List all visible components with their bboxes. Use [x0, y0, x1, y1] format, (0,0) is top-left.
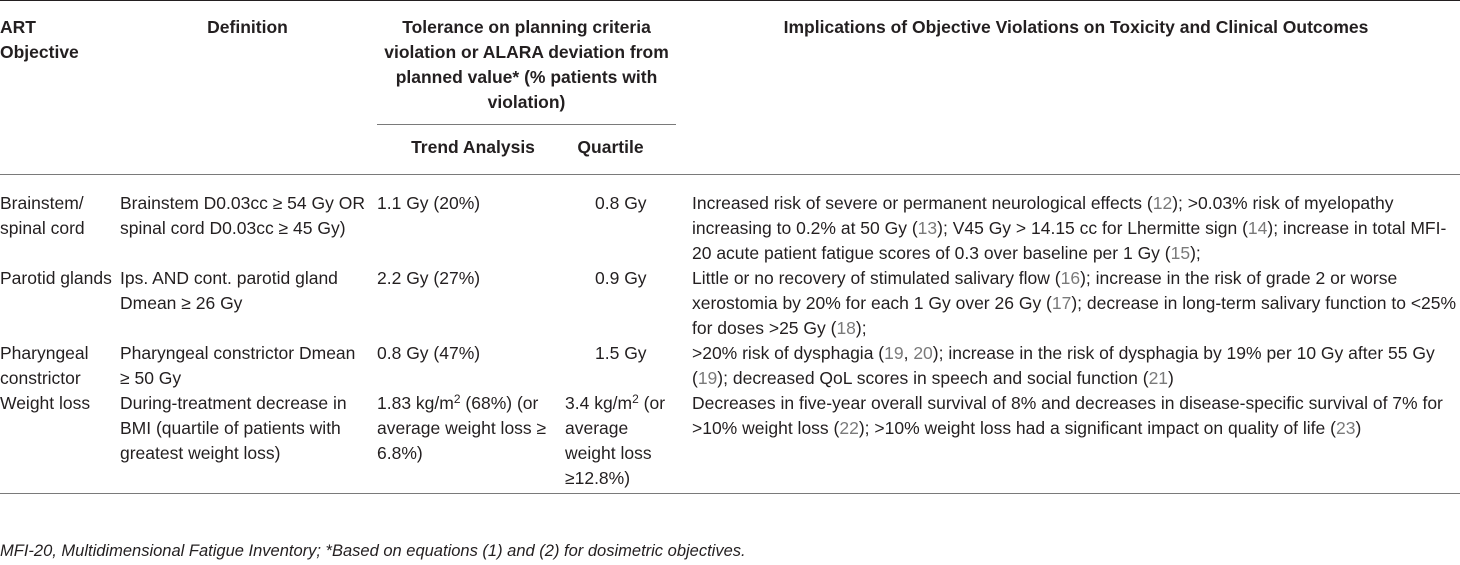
- trend-cell: 1.1 Gy (20%): [377, 193, 481, 213]
- reference-link[interactable]: 16: [1060, 268, 1081, 288]
- implication-text: ); >0.03% risk of myelopathy increasing …: [692, 193, 1394, 238]
- objective-cell: Weight loss: [0, 393, 91, 413]
- implication-text: Little or no recovery of stimulated sali…: [692, 268, 1061, 288]
- quartile-cell: 1.5 Gy: [595, 343, 647, 363]
- implication-text: ); V45 Gy > 14.15 cc for Lhermitte sign …: [937, 218, 1248, 238]
- table-row: Pharyngeal constrictor Pharyngeal constr…: [0, 341, 1460, 391]
- quartile-cell: 0.8 Gy: [595, 193, 647, 213]
- implications-cell: Little or no recovery of stimulated sali…: [692, 266, 1460, 341]
- reference-link[interactable]: 20: [913, 343, 933, 363]
- header-implications: Implications of Objective Violations on …: [783, 17, 1369, 37]
- reference-link[interactable]: 22: [839, 418, 859, 438]
- quartile-cell: 0.9 Gy: [595, 268, 647, 288]
- implication-text: Decreases in five-year overall survival …: [692, 393, 1443, 438]
- implication-text: ); decrease in long-term salivary functi…: [692, 293, 1457, 338]
- reference-link[interactable]: 23: [1335, 418, 1356, 438]
- table-row: Weight loss During-treatment decrease in…: [0, 391, 1460, 494]
- quartile-cell: 3.4 kg/m2 (or average weight loss ≥12.8%…: [565, 392, 666, 488]
- reference-link[interactable]: 21: [1148, 368, 1169, 388]
- header-tolerance: Tolerance on planning criteria violation…: [377, 0, 676, 125]
- implication-text: ): [1168, 368, 1174, 388]
- header-quartile: Quartile: [577, 137, 644, 157]
- table-footnote: MFI-20, Multidimensional Fatigue Invento…: [0, 542, 746, 560]
- implication-text: >20% risk of dysphagia (: [692, 343, 885, 363]
- implications-cell: Increased risk of severe or permanent ne…: [692, 175, 1460, 267]
- definition-cell: Ips. AND cont. parotid gland Dmean ≥ 26 …: [120, 268, 338, 313]
- reference-link[interactable]: 17: [1051, 293, 1072, 313]
- objective-cell: Parotid glands: [0, 268, 112, 288]
- implication-text: ): [1355, 418, 1362, 438]
- header-art-objective: ART Objective: [0, 17, 79, 62]
- header-row: ART Objective Definition Tolerance on pl…: [0, 0, 1460, 125]
- trend-cell: 0.8 Gy (47%): [377, 343, 481, 363]
- implication-text: ); increase in total MFI-20 acute patien…: [692, 218, 1447, 263]
- implication-text: );: [855, 318, 867, 338]
- header-definition: Definition: [207, 17, 288, 37]
- reference-link[interactable]: 12: [1152, 193, 1173, 213]
- reference-link[interactable]: 19: [697, 368, 718, 388]
- implication-text: );: [1190, 243, 1201, 263]
- implication-text: ); >10% weight loss had a significant im…: [858, 418, 1336, 438]
- table-row: Brainstem/ spinal cord Brainstem D0.03cc…: [0, 175, 1460, 267]
- header-trend-analysis: Trend Analysis: [411, 137, 535, 157]
- objective-cell: Pharyngeal constrictor: [0, 343, 89, 388]
- reference-link[interactable]: 15: [1170, 243, 1191, 263]
- trend-cell: 1.83 kg/m2 (68%) (or average weight loss…: [377, 392, 547, 463]
- objective-cell: Brainstem/ spinal cord: [0, 193, 85, 238]
- reference-link[interactable]: 14: [1247, 218, 1268, 238]
- implication-text: Increased risk of severe or permanent ne…: [692, 193, 1153, 213]
- definition-cell: Pharyngeal constrictor Dmean ≥ 50 Gy: [120, 343, 356, 388]
- implication-text: ,: [903, 343, 914, 363]
- table-row: Parotid glands Ips. AND cont. parotid gl…: [0, 266, 1460, 341]
- definition-cell: During-treatment decrease in BMI (quarti…: [120, 393, 347, 463]
- reference-link[interactable]: 13: [917, 218, 938, 238]
- reference-link[interactable]: 18: [836, 318, 856, 338]
- implication-text: ); increase in the risk of grade 2 or wo…: [692, 268, 1398, 313]
- implications-cell: Decreases in five-year overall survival …: [692, 391, 1460, 494]
- trend-cell: 2.2 Gy (27%): [377, 268, 481, 288]
- implication-text: ); increase in the risk of dysphagia by …: [692, 343, 1435, 388]
- definition-cell: Brainstem D0.03cc ≥ 54 Gy OR spinal cord…: [120, 193, 365, 238]
- reference-link[interactable]: 19: [884, 343, 904, 363]
- toxicity-table: ART Objective Definition Tolerance on pl…: [0, 0, 1460, 494]
- implication-text: ); decreased QoL scores in speech and so…: [717, 368, 1149, 388]
- implications-cell: >20% risk of dysphagia (19, 20); increas…: [692, 341, 1460, 391]
